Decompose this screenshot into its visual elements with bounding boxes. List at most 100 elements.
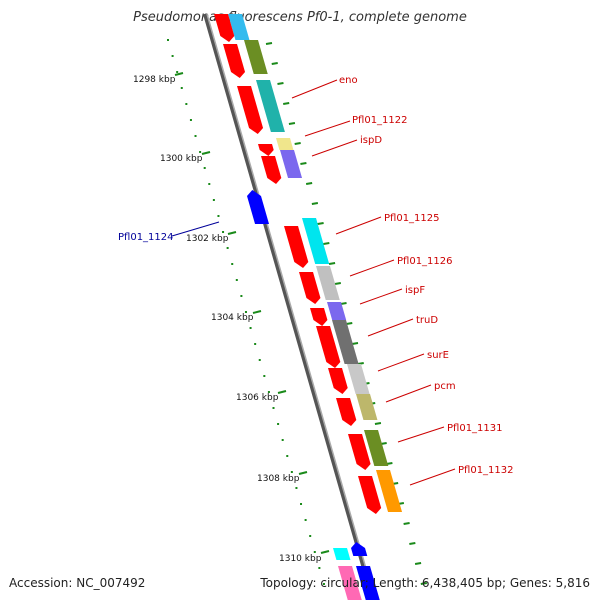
ruler-dot xyxy=(226,247,229,249)
right-dot xyxy=(288,122,296,125)
right-dot xyxy=(334,282,341,285)
gene-track xyxy=(214,14,382,600)
ruler-dot xyxy=(281,439,284,441)
ruler-dot xyxy=(212,199,215,201)
ruler-dot xyxy=(295,487,298,489)
forward-gene-arrow xyxy=(237,86,264,134)
cog-block xyxy=(338,566,362,600)
label-leader-line xyxy=(304,120,351,137)
ruler-dot xyxy=(267,391,270,393)
gene-label-trud[interactable]: truD xyxy=(416,315,438,326)
reverse-gene-arrow xyxy=(356,566,380,600)
cog-block xyxy=(228,14,250,40)
ruler-dot xyxy=(313,551,316,553)
label-leader-line xyxy=(311,139,358,157)
forward-gene-arrow xyxy=(261,156,282,184)
ruler-dot xyxy=(277,423,280,425)
forward-gene-arrow xyxy=(214,14,235,42)
label-leaders xyxy=(171,79,456,486)
cog-block xyxy=(364,430,389,466)
ruler-tick xyxy=(298,471,308,475)
ruler-tick xyxy=(252,310,262,314)
gene-label-pfl01-1132[interactable]: Pfl01_1132 xyxy=(458,465,514,476)
gene-label-pfl01-1125[interactable]: Pfl01_1125 xyxy=(384,213,440,224)
ruler-dot xyxy=(171,55,174,57)
forward-gene-arrow xyxy=(284,226,309,268)
ruler-dot xyxy=(217,215,220,217)
genome-summary: Topology: circular; Length: 6,438,405 bp… xyxy=(260,576,590,590)
ruler-label: 1302 kbp xyxy=(186,234,229,244)
cog-block xyxy=(276,138,294,150)
ruler-dot xyxy=(272,407,275,409)
ruler-dot xyxy=(286,455,289,457)
right-dot xyxy=(300,162,307,165)
ruler-dot xyxy=(176,71,179,73)
gene-label-pcm[interactable]: pcm xyxy=(434,381,456,392)
ruler-dot xyxy=(249,327,252,329)
gene-labels: eno Pfl01_1122 ispD Pfl01_1124 Pfl01_112… xyxy=(118,75,514,476)
cog-block xyxy=(244,40,268,74)
forward-gene-arrow xyxy=(223,44,246,78)
reverse-gene-arrow xyxy=(351,542,368,556)
accession-text: Accession: NC_007492 xyxy=(9,576,146,590)
label-leader-line xyxy=(359,288,403,305)
ruler-dot xyxy=(235,279,238,281)
cog-category-track xyxy=(228,14,403,600)
right-dot xyxy=(277,82,284,85)
forward-gene-arrow xyxy=(328,368,348,394)
right-dot xyxy=(265,42,273,45)
label-leader-line xyxy=(409,468,456,486)
cog-block xyxy=(327,302,347,320)
ruler-dot xyxy=(263,375,266,377)
forward-gene-arrow xyxy=(258,144,274,156)
right-dot xyxy=(323,242,330,245)
right-dot xyxy=(328,262,336,265)
ruler-dot xyxy=(244,311,247,313)
right-dot xyxy=(305,182,313,185)
ruler-dot xyxy=(203,167,206,169)
cog-block xyxy=(347,364,370,394)
cog-block xyxy=(356,394,378,420)
cog-block xyxy=(332,320,359,364)
right-dot xyxy=(283,102,290,105)
gene-label-pfl01-1124[interactable]: Pfl01_1124 xyxy=(118,232,174,243)
cog-block xyxy=(280,150,303,178)
ruler-tick xyxy=(320,550,330,554)
ruler-label: 1300 kbp xyxy=(160,154,203,164)
ruler-dot xyxy=(304,519,307,521)
right-dot xyxy=(420,582,427,585)
ruler-label: 1298 kbp xyxy=(133,75,176,85)
ruler-dot xyxy=(231,263,234,265)
gene-label-pfl01-1122[interactable]: Pfl01_1122 xyxy=(352,115,408,126)
gene-label-ispf[interactable]: ispF xyxy=(405,285,425,296)
right-dot xyxy=(414,562,422,565)
cog-block xyxy=(302,218,330,264)
ruler-dot xyxy=(189,119,192,121)
gene-label-sure[interactable]: surE xyxy=(427,350,449,361)
right-dot xyxy=(403,522,410,525)
cog-block xyxy=(376,470,403,512)
ruler-dot xyxy=(208,183,211,185)
ruler-tick xyxy=(277,390,287,394)
right-dot xyxy=(317,222,324,225)
right-dot xyxy=(357,362,364,365)
gene-label-ispd[interactable]: ispD xyxy=(360,135,382,146)
ruler-tick xyxy=(201,151,211,155)
gene-label-eno[interactable]: eno xyxy=(339,75,358,86)
forward-gene-arrow xyxy=(358,476,382,514)
gene-label-pfl01-1131[interactable]: Pfl01_1131 xyxy=(447,423,503,434)
cog-block xyxy=(256,80,285,132)
label-leader-line xyxy=(291,79,338,99)
label-leader-line xyxy=(377,353,425,372)
ruler-dot xyxy=(318,567,321,569)
ruler-dot xyxy=(199,151,202,153)
genome-backbone xyxy=(203,13,376,600)
ruler-dot xyxy=(167,39,169,41)
ruler-track xyxy=(167,39,330,585)
ruler-label: 1310 kbp xyxy=(279,554,322,564)
ruler-dot xyxy=(290,471,293,473)
gene-label-pfl01-1126[interactable]: Pfl01_1126 xyxy=(397,256,453,267)
ruler-dot xyxy=(254,343,257,345)
